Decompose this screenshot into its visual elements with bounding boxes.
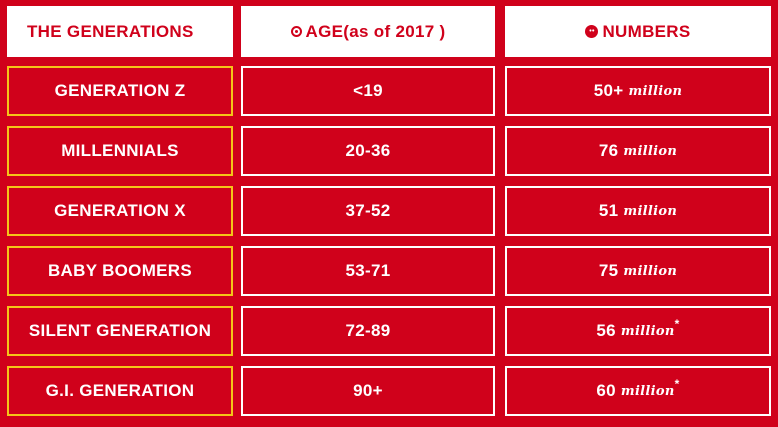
age-cell: 90+ <box>241 366 495 416</box>
number-value: 75 <box>598 261 619 280</box>
number-cell: 50+ million <box>505 66 771 116</box>
number-cell: 51 million <box>505 186 771 236</box>
generation-name: GENERATION Z <box>54 81 186 100</box>
header-age: AGE(as of 2017 ) <box>241 6 495 57</box>
number-value: 60 <box>596 381 616 400</box>
number-cell: 76 million <box>505 126 771 176</box>
unit-label: million <box>620 323 675 339</box>
header-numbers-label: NUMBERS <box>602 21 691 41</box>
asterisk: * <box>674 377 680 391</box>
age-cell: 53-71 <box>241 246 495 296</box>
age-cell: 37-52 <box>241 186 495 236</box>
generation-cell: MILLENNIALS <box>7 126 233 176</box>
age-range: 20-36 <box>345 141 391 160</box>
age-range: 90+ <box>353 381 383 400</box>
generation-name: GENERATION X <box>54 201 186 220</box>
age-cell: <19 <box>241 66 495 116</box>
number-cell: 60 million * <box>505 366 771 416</box>
header-generations: THE GENERATIONS <box>7 6 233 57</box>
number-value: 51 <box>598 201 619 220</box>
unit-label: million <box>620 383 675 399</box>
generation-name: G.I. GENERATION <box>45 381 195 400</box>
generation-name: BABY BOOMERS <box>47 261 193 280</box>
number-value: 76 <box>598 141 619 160</box>
generation-name: SILENT GENERATION <box>28 321 212 340</box>
age-range: 72-89 <box>345 321 391 340</box>
age-cell: 72-89 <box>241 306 495 356</box>
generation-cell: GENERATION Z <box>7 66 233 116</box>
age-range: <19 <box>353 81 383 100</box>
number-value: 50+ <box>593 81 624 100</box>
number-cell: 56 million * <box>505 306 771 356</box>
generation-name: MILLENNIALS <box>61 141 179 160</box>
number-value: 56 <box>596 321 616 340</box>
unit-label: million <box>623 203 678 219</box>
header-age-label: AGE(as of 2017 ) <box>305 21 446 41</box>
age-range: 53-71 <box>345 261 391 280</box>
number-cell: 75 million <box>505 246 771 296</box>
age-cell: 20-36 <box>241 126 495 176</box>
clock-icon <box>290 26 302 37</box>
generation-cell: BABY BOOMERS <box>7 246 233 296</box>
unit-label: million <box>628 83 683 99</box>
people-icon: •• <box>585 25 599 38</box>
generation-cell: SILENT GENERATION <box>7 306 233 356</box>
header-numbers: •• NUMBERS <box>505 6 771 57</box>
asterisk: * <box>674 317 680 331</box>
age-range: 37-52 <box>345 201 391 220</box>
header-generations-label: THE GENERATIONS <box>27 21 194 41</box>
generation-cell: G.I. GENERATION <box>7 366 233 416</box>
generation-cell: GENERATION X <box>7 186 233 236</box>
unit-label: million <box>623 143 678 159</box>
unit-label: million <box>623 263 678 279</box>
